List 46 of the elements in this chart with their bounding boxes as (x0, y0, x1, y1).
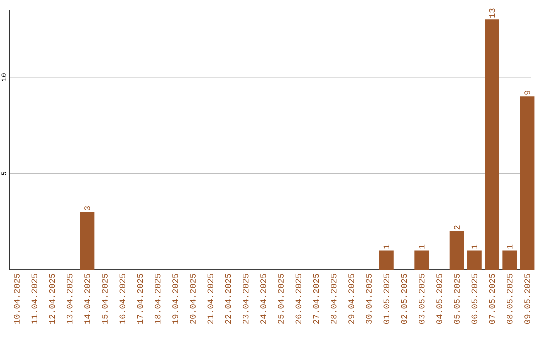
data-label: 13 (489, 8, 496, 18)
x-tick-label: 10.04.2025 (14, 274, 20, 324)
bar (450, 231, 464, 270)
x-tick-label: 26.04.2025 (296, 274, 302, 324)
x-tick-label: 14.04.2025 (84, 274, 90, 324)
data-label: 1 (507, 244, 513, 249)
bar (379, 250, 394, 270)
x-tick-label: 29.04.2025 (348, 274, 354, 324)
x-tick-label: 27.04.2025 (313, 274, 320, 324)
x-tick-label: 21.04.2025 (208, 274, 214, 324)
x-tick-label: 22.04.2025 (225, 274, 232, 324)
bar (502, 250, 518, 270)
x-tick-label: 08.05.2025 (506, 274, 513, 324)
x-tick-label: 02.05.2025 (401, 274, 408, 324)
x-tick-label: 24.04.2025 (260, 274, 266, 324)
bar (80, 212, 95, 270)
data-label: 9 (524, 90, 530, 95)
x-tick-label: 06.05.2025 (472, 274, 478, 324)
x-tick-label: 13.04.2025 (66, 274, 73, 324)
x-tick-label: 16.04.2025 (120, 274, 126, 324)
x-tick-label: 05.05.2025 (454, 274, 460, 324)
x-tick-label: 23.04.2025 (242, 274, 249, 324)
bar (485, 20, 500, 270)
x-tick-label: 20.04.2025 (190, 274, 196, 324)
x-tick-label: 04.05.2025 (436, 274, 442, 324)
data-label: 2 (454, 226, 460, 230)
x-tick-label: 09.05.2025 (524, 274, 530, 324)
x-tick-label: 01.05.2025 (384, 274, 390, 324)
data-label: 1 (419, 244, 425, 249)
x-tick-label: 18.04.2025 (154, 274, 161, 324)
x-tick-label: 12.04.2025 (49, 274, 56, 324)
x-tick-label: 28.04.2025 (330, 274, 337, 324)
x-tick-label: 03.05.2025 (418, 274, 425, 324)
x-tick-label: 30.04.2025 (366, 274, 372, 324)
bar (467, 250, 482, 270)
bar (414, 250, 430, 270)
bar (520, 96, 535, 270)
x-tick-label: 11.04.2025 (32, 274, 38, 324)
x-tick-label: 15.04.2025 (102, 274, 108, 324)
data-label: 1 (384, 244, 390, 249)
x-tick-label: 19.04.2025 (172, 274, 178, 324)
x-tick-label: 17.04.2025 (137, 274, 144, 324)
x-tick-label: 07.05.2025 (489, 274, 496, 324)
data-label: 3 (84, 206, 90, 210)
data-label: 1 (472, 244, 478, 249)
x-tick-label: 25.04.2025 (278, 274, 284, 324)
